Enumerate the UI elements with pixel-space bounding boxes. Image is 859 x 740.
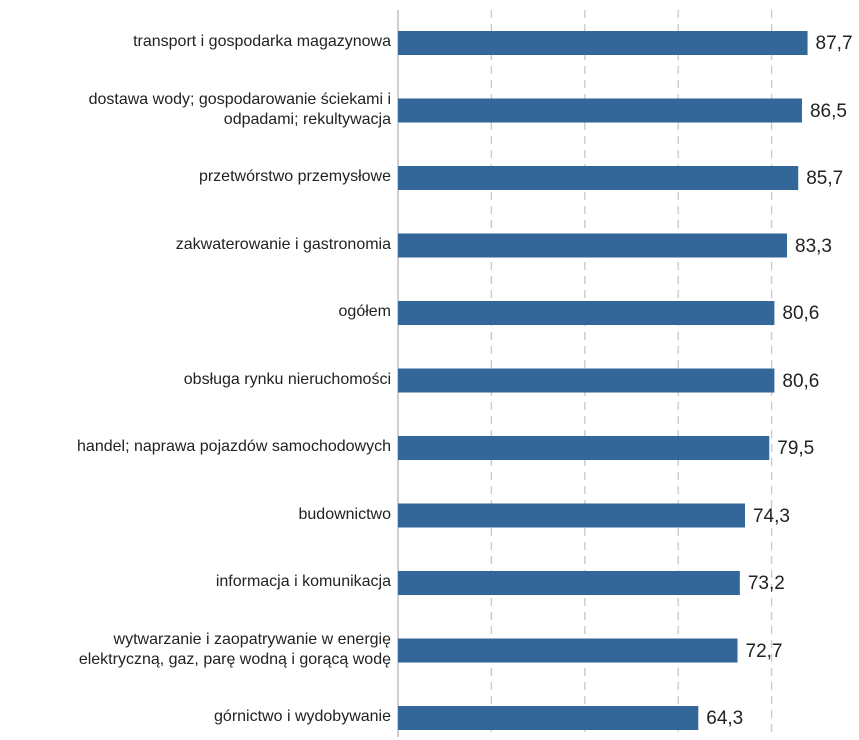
- value-label: 74,3: [752, 505, 790, 527]
- category-label: górnictwo i wydobywanie: [1, 707, 391, 727]
- bars: [398, 31, 808, 730]
- value-label: 80,6: [782, 303, 820, 324]
- bar: [398, 436, 770, 460]
- bar: [398, 638, 738, 663]
- value-label: 64,3: [706, 708, 744, 729]
- category-label-line: obsługa rynku nieruchomości: [183, 370, 391, 388]
- value-label: 73,2: [747, 573, 785, 594]
- category-label-line: odpadami; rekultywacja: [223, 110, 391, 128]
- bar: [398, 31, 808, 55]
- category-label-line: górnictwo i wydobywanie: [214, 708, 391, 725]
- category-label-line: budownictwo: [298, 505, 392, 523]
- value-label: 72,7: [745, 640, 783, 662]
- category-label-line: informacja i komunikacja: [215, 573, 391, 590]
- bar: [398, 368, 775, 393]
- category-label-line: transport i gospodarka magazynowa: [133, 33, 391, 50]
- category-label-line: handel; naprawa pojazdów samochodowych: [77, 438, 391, 455]
- value-label: 80,6: [782, 370, 820, 392]
- bar: [398, 233, 788, 258]
- bar: [398, 166, 799, 190]
- value-label: 85,7: [806, 168, 844, 189]
- category-label-line: elektryczną, gaz, parę wodną i gorącą wo…: [78, 650, 391, 668]
- bar: [398, 571, 740, 595]
- bar: [398, 503, 745, 528]
- category-label: zakwaterowanie i gastronomia: [1, 235, 391, 255]
- category-label: wytwarzanie i zaopatrywanie w energię ele…: [1, 630, 391, 670]
- category-label-line: ogółem: [338, 303, 391, 320]
- category-label: budownictwo: [1, 505, 392, 525]
- bar: [398, 301, 775, 325]
- value-label: 83,3: [795, 235, 832, 257]
- category-label: transport i gospodarka magazynowa: [1, 32, 391, 52]
- bar: [398, 98, 802, 123]
- category-label: handel; naprawa pojazdów samochodowych: [1, 437, 391, 457]
- category-label-line: zakwaterowanie i gastronomia: [175, 235, 391, 253]
- category-label: ogółem: [1, 302, 391, 322]
- bar: [398, 706, 699, 730]
- category-label-line: wytwarzanie i zaopatrywanie w energię: [113, 630, 391, 648]
- value-label: 87,7: [815, 33, 853, 54]
- category-label: informacja i komunikacja: [1, 572, 391, 592]
- category-label: dostawa wody; gospodarowanie ściekami i o…: [1, 90, 391, 130]
- category-label-line: przetwórstwo przemysłowe: [198, 168, 391, 185]
- value-label: 79,5: [777, 438, 815, 459]
- value-label: 86,5: [809, 100, 847, 122]
- category-label: obsługa rynku nieruchomości: [1, 370, 391, 390]
- category-label: przetwórstwo przemysłowe: [1, 167, 391, 187]
- category-label-line: dostawa wody; gospodarowanie ściekami i: [88, 90, 391, 108]
